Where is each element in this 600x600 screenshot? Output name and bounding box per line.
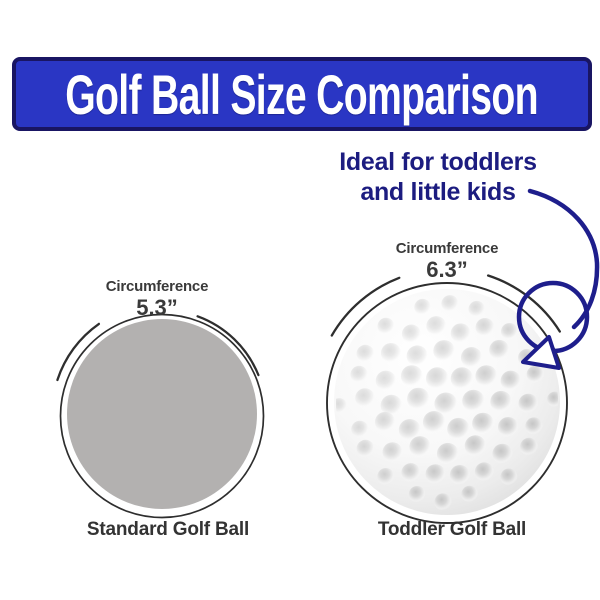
standard-ball <box>67 319 257 509</box>
standard-circumference-arc-left <box>56 322 101 382</box>
toddler-circumference-arc-left <box>330 276 401 337</box>
toddler-circumference-label: Circumference <box>395 240 499 257</box>
title-banner: Golf Ball Size Comparison <box>12 57 592 131</box>
standard-ball-caption: Standard Golf Ball <box>86 519 250 540</box>
toddler-circumference-arc-right <box>486 274 561 333</box>
arrow-loop <box>516 280 590 354</box>
toddler-ball-measure: Circumference 6.3” <box>367 240 527 281</box>
toddler-ball-caption: Toddler Golf Ball <box>377 519 527 540</box>
standard-circumference-label: Circumference <box>105 278 209 295</box>
standard-circumference-value: 5.3” <box>136 295 178 320</box>
standard-ball-outline <box>59 313 265 519</box>
toddler-circumference-value: 6.3” <box>426 257 468 282</box>
callout-line1: Ideal for toddlers <box>339 148 537 176</box>
standard-circumference-arc-right <box>196 315 260 377</box>
callout-text: Ideal for toddlers and little kids <box>317 147 559 207</box>
arrowhead-icon <box>521 335 561 370</box>
toddler-ball-outline <box>326 282 568 524</box>
standard-ball-measure: Circumference 5.3” <box>77 278 237 319</box>
toddler-ball-dimples <box>336 295 558 511</box>
page-title: Golf Ball Size Comparison <box>65 62 539 126</box>
callout-line2: and little kids <box>360 178 516 206</box>
